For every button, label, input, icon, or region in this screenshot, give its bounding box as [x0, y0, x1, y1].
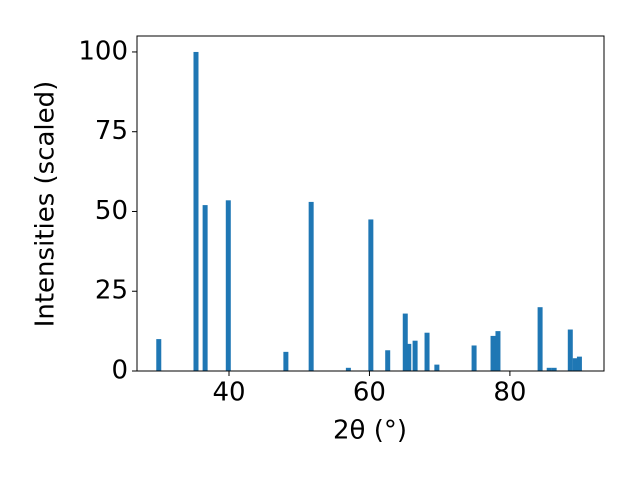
bar	[202, 205, 208, 371]
bar	[471, 345, 477, 371]
bar	[406, 343, 412, 371]
bar	[567, 329, 573, 371]
y-tick-label: 0	[111, 356, 128, 386]
bar	[546, 367, 552, 371]
y-tick-label: 25	[95, 276, 128, 306]
x-tick-label: 40	[212, 378, 245, 408]
bar	[424, 332, 430, 371]
bar	[345, 367, 351, 371]
bar	[537, 307, 543, 371]
bar	[551, 367, 557, 371]
bar	[368, 219, 374, 371]
bar	[156, 339, 162, 371]
plot-frame	[136, 35, 605, 372]
bar	[193, 51, 199, 371]
y-tick-label: 50	[95, 196, 128, 226]
y-axis-label: Intensities (scaled)	[31, 81, 61, 328]
bar	[434, 364, 440, 371]
bar	[490, 335, 496, 371]
y-tick-label: 75	[95, 116, 128, 146]
x-tick-label: 80	[493, 378, 526, 408]
bar	[402, 313, 408, 371]
x-tick-label: 60	[353, 378, 386, 408]
bar	[576, 356, 582, 371]
bar	[308, 201, 314, 371]
x-axis-label: 2θ (°)	[333, 416, 407, 446]
bar	[385, 350, 391, 371]
bar	[225, 200, 231, 371]
bar	[495, 331, 501, 371]
bar	[572, 358, 578, 371]
y-tick-label: 100	[78, 36, 128, 66]
bar	[412, 340, 418, 371]
bar	[283, 351, 289, 371]
